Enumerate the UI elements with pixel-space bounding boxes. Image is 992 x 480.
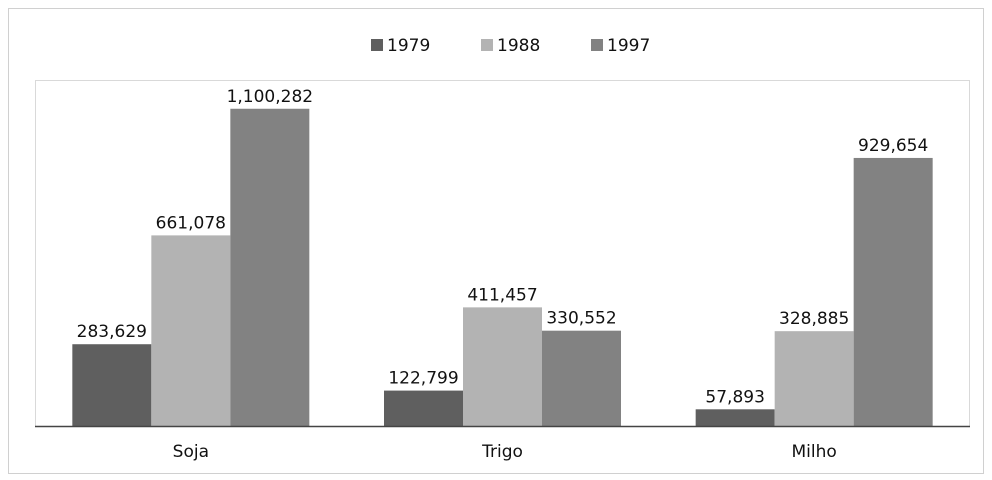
bar [384,390,463,426]
bar [151,235,231,426]
legend-label: 1979 [387,36,430,56]
value-label: 57,893 [705,387,764,407]
value-label: 929,654 [858,136,928,156]
bar [230,108,310,427]
value-label: 330,552 [546,309,616,329]
value-label: 1,100,282 [227,87,314,107]
bar [695,409,775,426]
x-tick-label: Trigo [481,442,523,462]
value-label: 661,078 [156,213,226,233]
legend-swatch [591,39,603,51]
bar [542,330,621,426]
value-label: 283,629 [77,322,147,342]
x-tick-label: Soja [173,442,209,462]
legend-label: 1997 [607,36,650,56]
x-tick-label: Milho [792,442,837,462]
value-label: 328,885 [779,309,849,329]
bar [463,307,542,426]
bar [72,344,152,426]
legend-swatch [371,39,383,51]
legend-label: 1988 [497,36,540,56]
value-label: 411,457 [467,285,537,305]
bar [774,331,854,426]
value-label: 122,799 [388,369,458,389]
bar [853,157,933,426]
legend-swatch [481,39,493,51]
